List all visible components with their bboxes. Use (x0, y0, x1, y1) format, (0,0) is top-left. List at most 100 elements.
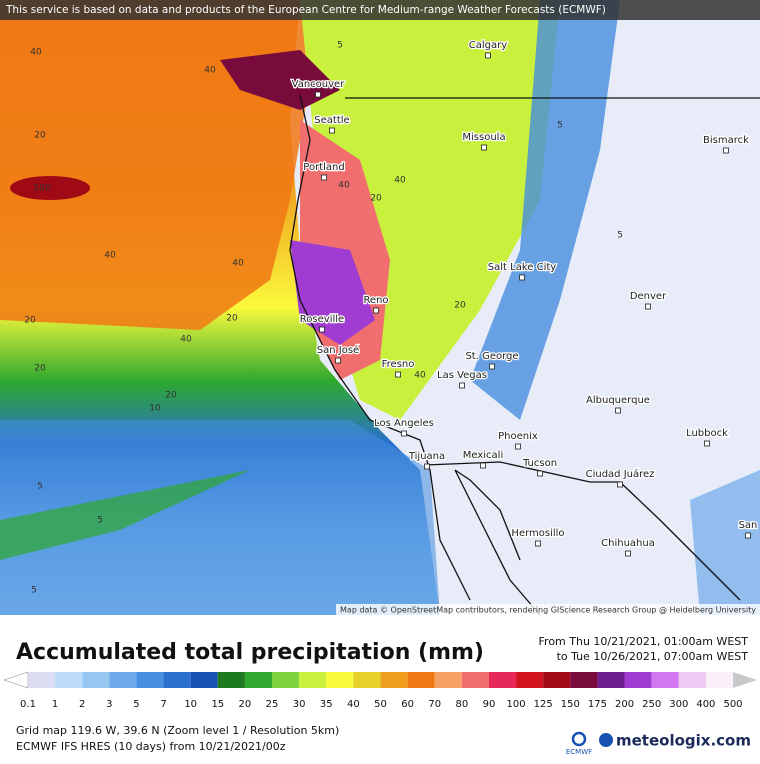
city-marker (315, 91, 321, 98)
period-from: From Thu 10/21/2021, 01:00am WEST (539, 635, 749, 648)
period-to: to Tue 10/26/2021, 07:00am WEST (557, 650, 749, 663)
colorbar-swatch (461, 672, 489, 688)
precip-ocean-max (10, 176, 90, 200)
brand: meteologix.com (616, 732, 751, 750)
contour-labels: 40 5 40 20 100 40 20 40 20 40 20 40 20 5 5 5 10 20 40 40 20 5… (24, 41, 623, 596)
colorbar-arrow-right (733, 672, 757, 688)
colorbar-swatch (434, 672, 462, 688)
city-label: Lubbock (686, 428, 728, 439)
colorbar-swatch (380, 672, 408, 688)
contour-label: 10 (149, 404, 161, 414)
city-label: Chihuahua (601, 538, 655, 549)
precip-south (0, 420, 440, 615)
city-marker (625, 550, 631, 557)
grid-info: Grid map 119.6 W, 39.6 N (Zoom level 1 /… (16, 724, 339, 737)
colorbar-swatch (516, 672, 544, 688)
contour-label: 20 (34, 364, 46, 374)
precip-east (690, 470, 760, 615)
colorbar-label: 90 (483, 699, 496, 710)
city-labels: Calgary Vancouver Seattle Missoula Bismarck P… (290, 39, 759, 557)
colorbar-swatch (705, 672, 733, 688)
colorbar-label: 50 (374, 699, 387, 710)
contour-label: 40 (204, 66, 216, 76)
colorbar-swatch (28, 672, 56, 688)
colorbar-label: 80 (455, 699, 468, 710)
city-marker (485, 52, 491, 59)
city-marker (335, 357, 341, 364)
city-marker (395, 371, 401, 378)
city-marker (615, 407, 621, 414)
colorbar-label: 300 (669, 699, 688, 710)
city-label: Missoula (462, 132, 505, 143)
colorbar-swatch (190, 672, 218, 688)
colorbar-swatch (624, 672, 652, 688)
city-label: Los Angeles (374, 418, 434, 429)
city-marker (645, 303, 651, 310)
colorbar-arrow-left (3, 671, 29, 689)
colorbar-swatch (244, 672, 273, 688)
colorbar-swatch (488, 672, 517, 688)
contour-label: 5 (337, 41, 343, 51)
city-marker (480, 462, 486, 469)
colorbar-label: 70 (428, 699, 441, 710)
colorbar-swatch (136, 672, 164, 688)
contour-label: 40 (180, 335, 192, 345)
contour-label: 40 (30, 48, 42, 58)
colorbar-label: 200 (615, 699, 634, 710)
precip-max (290, 240, 375, 345)
contour-label: 40 (338, 181, 350, 191)
banner-bg (0, 0, 760, 20)
city-marker (329, 127, 335, 134)
city-marker (519, 274, 525, 281)
colorbar-swatch (109, 672, 137, 688)
colorbar-label: 20 (239, 699, 252, 710)
colorbar-swatch (570, 672, 598, 688)
colorbar-label: 3 (106, 699, 112, 710)
city-marker (401, 430, 407, 437)
colorbar-label: 35 (320, 699, 333, 710)
colorbar: 0.1 1 2 3 5 7 10 15 20 25 30 35 40 50 60 70 80 90 100 125 15… (3, 671, 757, 710)
city-marker (704, 440, 710, 447)
colorbar-swatch (543, 672, 571, 688)
city-marker (321, 174, 327, 181)
city-marker (723, 147, 729, 154)
colorbar-swatch (407, 672, 435, 688)
colorbar-swatch (217, 672, 245, 688)
city-label: St. George (465, 351, 518, 362)
contour-label: 20 (165, 391, 177, 401)
colorbar-swatch (597, 672, 625, 688)
colorbar-swatch (163, 672, 191, 688)
colorbar-label: 7 (160, 699, 166, 710)
city-label: Portland (303, 162, 344, 173)
colorbar-label: 500 (723, 699, 742, 710)
city-marker (481, 144, 487, 151)
contour-label: 20 (34, 131, 46, 141)
contour-label: 40 (414, 371, 426, 381)
colorbar-label: 5 (133, 699, 139, 710)
colorbar-label: 15 (211, 699, 224, 710)
city-label: San José (317, 344, 359, 356)
ecmwf-logo: ECMWF (566, 748, 592, 756)
colorbar-swatch (678, 672, 706, 688)
city-marker (489, 363, 495, 370)
city-label: Tucson (522, 458, 557, 469)
city-label: Seattle (314, 115, 349, 126)
precip-vancouver (220, 50, 340, 110)
contour-label: 40 (394, 176, 406, 186)
title: Accumulated total precipitation (mm) (16, 640, 484, 665)
city-marker (515, 443, 521, 450)
contour-label: 5 (617, 231, 623, 241)
precip-band (0, 470, 250, 560)
model-info: ECMWF IFS HRES (10 days) from 10/21/2021… (16, 740, 286, 753)
colorbar-label: 1 (52, 699, 58, 710)
city-label: Hermosillo (511, 528, 564, 539)
city-label: Ciudad Juárez (586, 468, 655, 480)
contour-label: 100 (33, 184, 50, 194)
city-marker (537, 470, 543, 477)
city-label: Las Vegas (437, 370, 487, 381)
city-label: Denver (630, 291, 667, 302)
city-marker (424, 463, 430, 470)
colorbar-label: 40 (347, 699, 360, 710)
city-marker (617, 481, 623, 488)
city-label: Reno (363, 295, 388, 306)
